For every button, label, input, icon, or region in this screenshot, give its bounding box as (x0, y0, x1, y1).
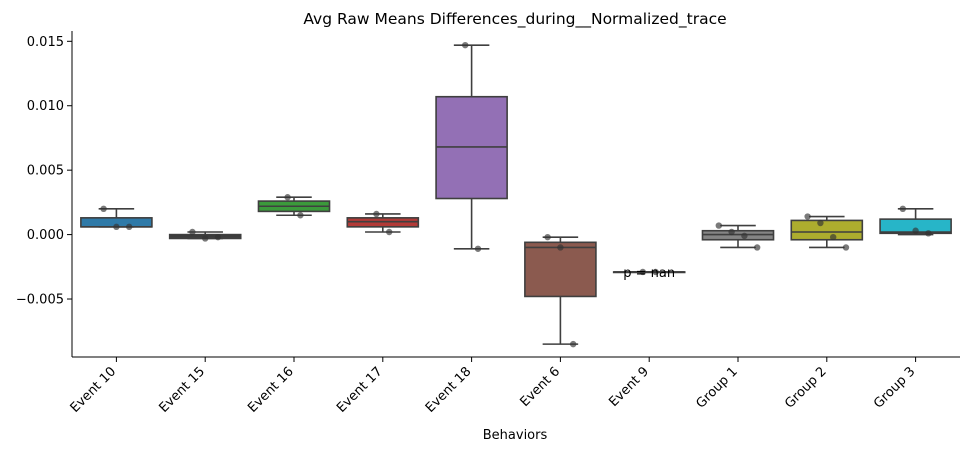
data-point (214, 233, 222, 241)
data-point (557, 244, 564, 251)
data-point (912, 227, 919, 234)
data-point (125, 223, 133, 231)
x-axis-label: Behaviors (483, 428, 548, 443)
x-tick-label: Event 17 (334, 364, 386, 416)
data-point (385, 228, 393, 236)
data-point (899, 205, 907, 213)
data-point (741, 232, 748, 240)
x-tick-label: Group 3 (871, 364, 918, 411)
data-point (100, 205, 107, 213)
data-point (284, 194, 291, 201)
box-group-2 (790, 219, 864, 241)
y-tick-label: 0.010 (27, 99, 64, 114)
data-point (639, 268, 647, 276)
x-tick-label: Group 2 (782, 364, 829, 411)
data-point (829, 233, 837, 241)
data-point (753, 244, 761, 251)
x-tick-label: Event 10 (68, 364, 120, 416)
chart-title: Avg Raw Means Differences_during__Normal… (303, 10, 726, 29)
plot-area: −0.005 0.000 0.005 0.010 0.015 Event 10 Event … (16, 31, 960, 416)
data-point (925, 230, 932, 237)
y-tick-label: 0.015 (27, 35, 64, 50)
data-point (202, 235, 209, 242)
data-point (189, 228, 196, 236)
data-point (715, 222, 723, 229)
x-tick-label: Event 9 (606, 364, 652, 410)
data-point (462, 41, 469, 49)
data-point (804, 213, 811, 220)
x-tick-label: Event 18 (423, 364, 475, 416)
x-tick-label: Event 16 (245, 364, 297, 416)
box-event-6 (524, 241, 597, 298)
y-tick-label: −0.005 (16, 293, 64, 308)
data-point (728, 228, 735, 236)
y-tick-label: 0.000 (27, 228, 64, 243)
x-tick-label: Group 1 (693, 364, 740, 411)
p-value-annotation: p = nan (623, 266, 675, 281)
data-point (297, 212, 304, 219)
data-point (373, 210, 380, 218)
data-point (842, 244, 850, 251)
data-point (113, 223, 120, 231)
data-point (474, 245, 482, 252)
x-tick-label: Event 6 (518, 364, 564, 410)
data-point (817, 219, 824, 227)
x-tick-label: Event 15 (156, 364, 208, 416)
data-point (652, 268, 659, 276)
data-point (569, 340, 577, 348)
y-tick-label: 0.005 (27, 164, 64, 179)
data-point (544, 233, 551, 241)
